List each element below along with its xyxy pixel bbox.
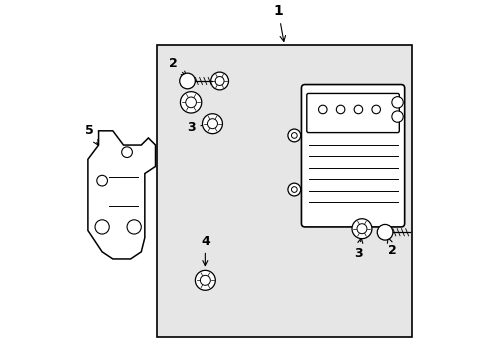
Circle shape (202, 114, 222, 134)
Circle shape (200, 275, 210, 285)
Text: 1: 1 (273, 4, 285, 41)
Circle shape (195, 270, 215, 290)
Text: 2: 2 (168, 57, 186, 76)
Circle shape (376, 224, 392, 240)
Circle shape (353, 105, 362, 114)
Circle shape (291, 187, 297, 192)
Circle shape (97, 175, 107, 186)
Polygon shape (88, 131, 155, 259)
Circle shape (336, 105, 344, 114)
Circle shape (371, 105, 380, 114)
Circle shape (180, 92, 202, 113)
FancyBboxPatch shape (157, 45, 411, 337)
Circle shape (391, 111, 403, 122)
Circle shape (351, 219, 371, 239)
Circle shape (318, 105, 326, 114)
Circle shape (127, 220, 141, 234)
Circle shape (291, 132, 297, 138)
FancyBboxPatch shape (301, 85, 404, 227)
Text: 5: 5 (85, 124, 98, 145)
Circle shape (95, 220, 109, 234)
Text: 3: 3 (353, 238, 362, 260)
Text: 4: 4 (201, 235, 209, 266)
Text: 2: 2 (386, 238, 396, 257)
Circle shape (185, 97, 196, 108)
Circle shape (210, 72, 228, 90)
Circle shape (215, 77, 224, 85)
Circle shape (287, 129, 300, 142)
Circle shape (122, 147, 132, 158)
Circle shape (287, 183, 300, 196)
Circle shape (391, 96, 403, 108)
Text: 3: 3 (186, 121, 208, 134)
Circle shape (180, 73, 195, 89)
FancyBboxPatch shape (306, 94, 399, 132)
Circle shape (356, 224, 366, 234)
Circle shape (207, 119, 217, 129)
